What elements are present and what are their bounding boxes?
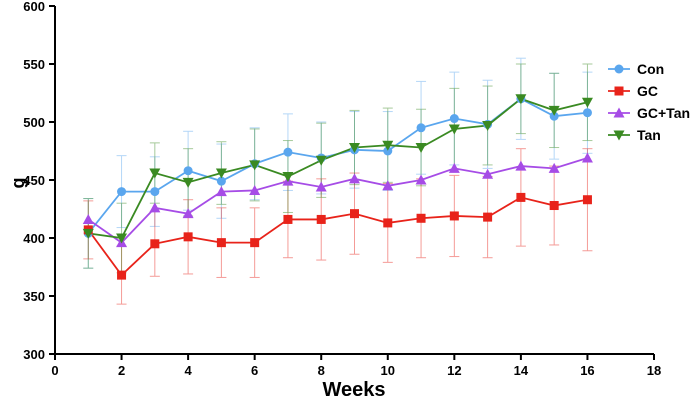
x-tick-label: 0: [51, 363, 58, 378]
y-tick-label: 450: [23, 173, 45, 188]
x-tick-label: 14: [514, 363, 529, 378]
legend-label: GC: [637, 83, 658, 99]
y-tick-label: 500: [23, 115, 45, 130]
data-point-tan: [149, 168, 161, 179]
legend: Con GC GC+Tan Tan: [608, 61, 690, 143]
data-point-gc: [150, 239, 160, 249]
data-point-gc-tan: [215, 186, 227, 197]
legend-marker-con: [614, 64, 624, 74]
data-point-gc: [316, 214, 326, 224]
legend-item-gc-tan: GC+Tan: [608, 105, 690, 121]
data-point-gc: [283, 214, 293, 224]
legend-label: GC+Tan: [637, 105, 690, 121]
x-tick-label: 12: [447, 363, 461, 378]
data-point-tan: [448, 124, 460, 135]
data-point-gc-tan: [315, 181, 327, 192]
data-point-con: [150, 187, 160, 197]
data-point-tan: [249, 160, 261, 171]
data-point-tan: [515, 94, 527, 105]
data-point-gc-tan: [515, 160, 527, 171]
data-point-tan: [116, 233, 128, 244]
data-point-gc: [183, 232, 193, 242]
legend-label: Con: [637, 61, 664, 77]
data-point-con: [283, 147, 293, 157]
x-tick-label: 2: [118, 363, 125, 378]
data-point-gc-tan: [581, 152, 593, 163]
legend-label: Tan: [637, 127, 661, 143]
tick-layer: 0 2 4 6 8 10 12 14 16 18 300 350 400 450 500 550 600: [23, 0, 661, 378]
data-point-gc-tan: [448, 162, 460, 173]
data-point-tan: [215, 168, 227, 179]
data-point-gc-tan: [349, 173, 360, 184]
data-point-gc-tan: [415, 174, 427, 185]
data-point-tan: [415, 143, 427, 154]
y-tick-label: 600: [23, 0, 45, 14]
data-point-tan: [182, 177, 194, 188]
x-tick-label: 16: [580, 363, 594, 378]
data-point-gc: [383, 218, 393, 228]
data-point-gc: [216, 238, 226, 248]
data-point-con: [117, 187, 127, 197]
data-point-gc-tan: [548, 162, 560, 173]
data-point-gc: [350, 209, 359, 219]
legend-item-gc: GC: [608, 83, 658, 99]
legend-marker-gc-tan: [613, 107, 625, 118]
series-line-tan: [88, 97, 588, 239]
x-tick-label: 10: [381, 363, 395, 378]
data-point-gc: [250, 238, 260, 248]
y-tick-label: 350: [23, 289, 45, 304]
series-line-gc: [87, 196, 588, 277]
y-axis-title: g: [8, 178, 28, 189]
series-line-con: [87, 97, 588, 234]
data-point-gc: [416, 213, 426, 223]
legend-marker-tan: [613, 130, 625, 141]
data-point-con: [449, 114, 459, 124]
y-tick-label: 400: [23, 231, 45, 246]
data-point-gc-tan: [82, 213, 94, 224]
x-tick-label: 6: [251, 363, 258, 378]
y-tick-label: 300: [23, 347, 45, 362]
data-point-gc-tan: [149, 202, 161, 213]
data-point-gc: [582, 195, 592, 205]
legend-item-con: Con: [608, 61, 664, 77]
series-line-gc-tan: [87, 157, 588, 244]
marker-layer: [82, 94, 593, 280]
data-point-con: [383, 146, 393, 156]
data-point-tan: [382, 140, 394, 151]
data-point-tan: [548, 105, 560, 116]
x-tick-label: 8: [318, 363, 325, 378]
data-point-tan: [581, 97, 593, 108]
data-point-gc-tan: [182, 208, 194, 219]
data-point-gc-tan: [382, 180, 394, 191]
data-point-con: [582, 108, 592, 118]
legend-item-tan: Tan: [608, 127, 661, 143]
data-point-con: [183, 166, 193, 176]
data-point-tan: [482, 120, 494, 131]
data-point-gc: [516, 192, 526, 202]
data-point-con: [549, 111, 559, 121]
data-point-con: [416, 123, 426, 133]
data-point-tan: [315, 155, 327, 166]
legend-marker-gc: [614, 86, 624, 96]
y-tick-label: 550: [23, 57, 45, 72]
x-tick-label: 18: [647, 363, 661, 378]
data-point-gc-tan: [249, 184, 261, 195]
data-point-gc-tan: [482, 168, 494, 179]
data-point-tan: [282, 172, 294, 183]
data-point-gc: [549, 201, 559, 211]
data-point-tan: [349, 143, 360, 154]
x-axis-title: Weeks: [322, 379, 385, 401]
series-line-layer: [87, 97, 588, 277]
x-tick-label: 4: [184, 363, 192, 378]
data-point-gc: [117, 270, 127, 280]
data-point-gc: [483, 212, 493, 222]
data-point-gc: [449, 211, 459, 221]
data-point-con: [216, 176, 226, 186]
data-point-tan: [82, 228, 94, 239]
